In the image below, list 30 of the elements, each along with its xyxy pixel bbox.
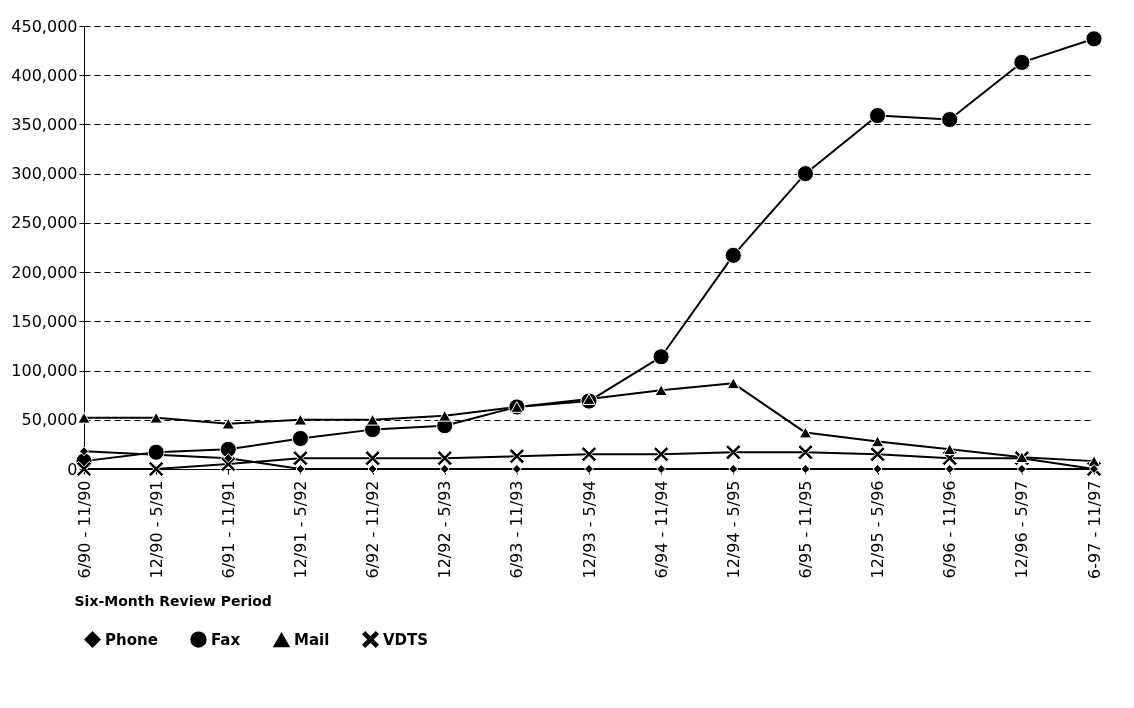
legend-label: Mail [294,631,330,650]
x-axis-title: Six-Month Review Period [74,592,272,609]
x-tick-label: 6/93 - 11/93 [507,480,527,579]
y-tick-label: 450,000 [11,16,78,36]
y-tick-label: 400,000 [11,65,78,85]
y-tick-label: 350,000 [11,114,78,134]
x-tick-label: 12/93 - 5/94 [579,480,599,579]
x-tick-label: 6/91 - 11/91 [218,480,238,579]
legend-label: VDTS [383,630,429,649]
y-tick-label: 150,000 [11,311,78,331]
y-tick-label: 100,000 [11,361,78,381]
y-tick-label: 50,000 [21,410,78,430]
x-tick-label: 6/95 - 11/95 [795,480,815,579]
x-tick-label: 6/96 - 11/96 [940,480,960,579]
y-tick-label: 0 [67,459,78,479]
x-tick-label: 12/96 - 5/97 [1012,480,1032,579]
legend-label: Fax [211,630,241,649]
x-tick-label: 12/92 - 5/93 [435,480,455,579]
y-tick-label: 250,000 [11,213,78,233]
y-tick-label: 200,000 [11,262,78,282]
legend-label: Phone [105,630,158,649]
y-tick-label: 300,000 [11,164,78,184]
x-tick-label: 6/90 - 11/90 [74,480,94,579]
x-tick-label: 6/94 - 11/94 [651,480,671,579]
x-tick-label: 6/92 - 11/92 [363,480,383,579]
x-tick-label: 12/91 - 5/92 [290,480,310,579]
x-tick-label: 6-97 - 11/97 [1084,480,1104,579]
x-tick-label: 12/90 - 5/91 [146,480,166,579]
x-tick-label: 12/95 - 5/96 [868,480,888,579]
x-tick-label: 12/94 - 5/95 [723,480,743,579]
